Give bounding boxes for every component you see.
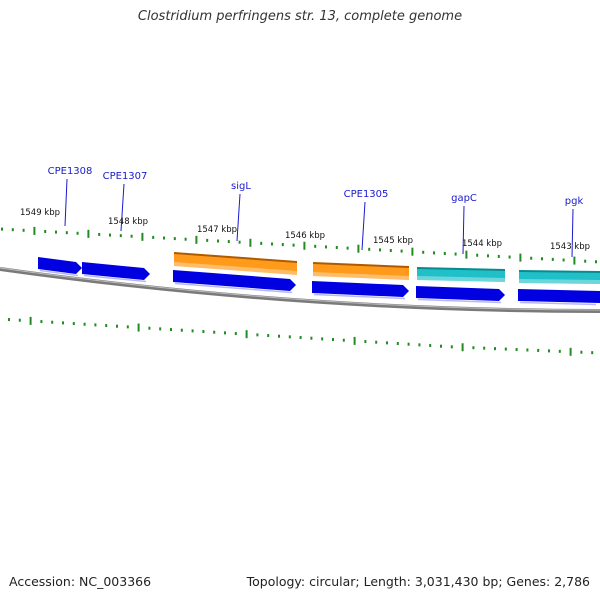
gene-label: sigL (231, 181, 251, 192)
tick-marks-inner (8, 316, 594, 356)
kbp-label: 1547 kbp (197, 225, 237, 235)
kbp-label: 1546 kbp (285, 231, 325, 241)
gene-label: CPE1305 (344, 189, 389, 200)
feature-track (38, 252, 600, 306)
gene-arrow-cpe1308 (38, 257, 82, 274)
gene-arrow-cpe1307 (82, 262, 150, 280)
summary-text: Topology: circular; Length: 3,031,430 bp… (246, 574, 590, 589)
genome-backbone-highlight (0, 267, 600, 311)
cds-bar-pgk-edge (518, 270, 600, 273)
cds-bar-cpe1305-edge (312, 262, 410, 268)
gene-arrow-gapc-shadow (417, 298, 502, 304)
label-layer: 1549 kbp 1548 kbp 1547 kbp 1546 kbp 1545 kbp… (20, 166, 590, 258)
cds-bar-pgk (519, 271, 600, 284)
callout-line (236, 193, 241, 242)
cds-bar-gapc (417, 268, 505, 282)
map-title: Clostridium perfringens str. 13, complet… (137, 9, 463, 24)
tick-marks-outer (1, 226, 597, 265)
gene-label: pgk (565, 196, 584, 207)
gene-arrow-sigl (173, 270, 296, 291)
callout-line (120, 183, 125, 232)
cds-bar-gapc-shine (417, 276, 505, 282)
accession-text: Accession: NC_003366 (9, 574, 152, 589)
kbp-label: 1543 kbp (550, 242, 590, 252)
gene-arrow-gapc (416, 286, 505, 301)
cds-bar-sigl-shine (174, 262, 297, 275)
gene-arrow-cpe1308-shadow (39, 269, 79, 277)
gene-label: CPE1307 (103, 171, 148, 182)
callout-line (361, 201, 366, 251)
kbp-label: 1549 kbp (20, 208, 60, 218)
genome-backbone (0, 267, 600, 313)
kbp-label: 1544 kbp (462, 239, 502, 249)
kbp-label: 1545 kbp (373, 236, 413, 246)
callout-line (64, 178, 68, 227)
cds-bar-pgk-shine (519, 279, 600, 284)
gene-arrow-pgk (518, 289, 600, 303)
gene-arrow-cpe1305-shadow (313, 293, 406, 300)
kbp-label: 1548 kbp (108, 217, 148, 227)
cds-bar-gapc-edge (416, 267, 506, 271)
callout-line (462, 205, 465, 255)
gene-arrow-cpe1305 (312, 281, 409, 297)
cds-bar-cpe1305 (313, 263, 409, 280)
gene-arrow-sigl-shadow (174, 282, 293, 294)
gene-label: gapC (451, 193, 477, 204)
cds-bar-sigl-edge (173, 252, 298, 263)
gene-label: CPE1308 (48, 166, 93, 177)
cds-bar-sigl (174, 253, 297, 275)
gene-arrow-cpe1307-shadow (83, 274, 147, 283)
cds-bar-cpe1305-shine (313, 272, 409, 280)
callout-line (571, 208, 574, 258)
gene-arrow-pgk-shadow (519, 301, 597, 306)
